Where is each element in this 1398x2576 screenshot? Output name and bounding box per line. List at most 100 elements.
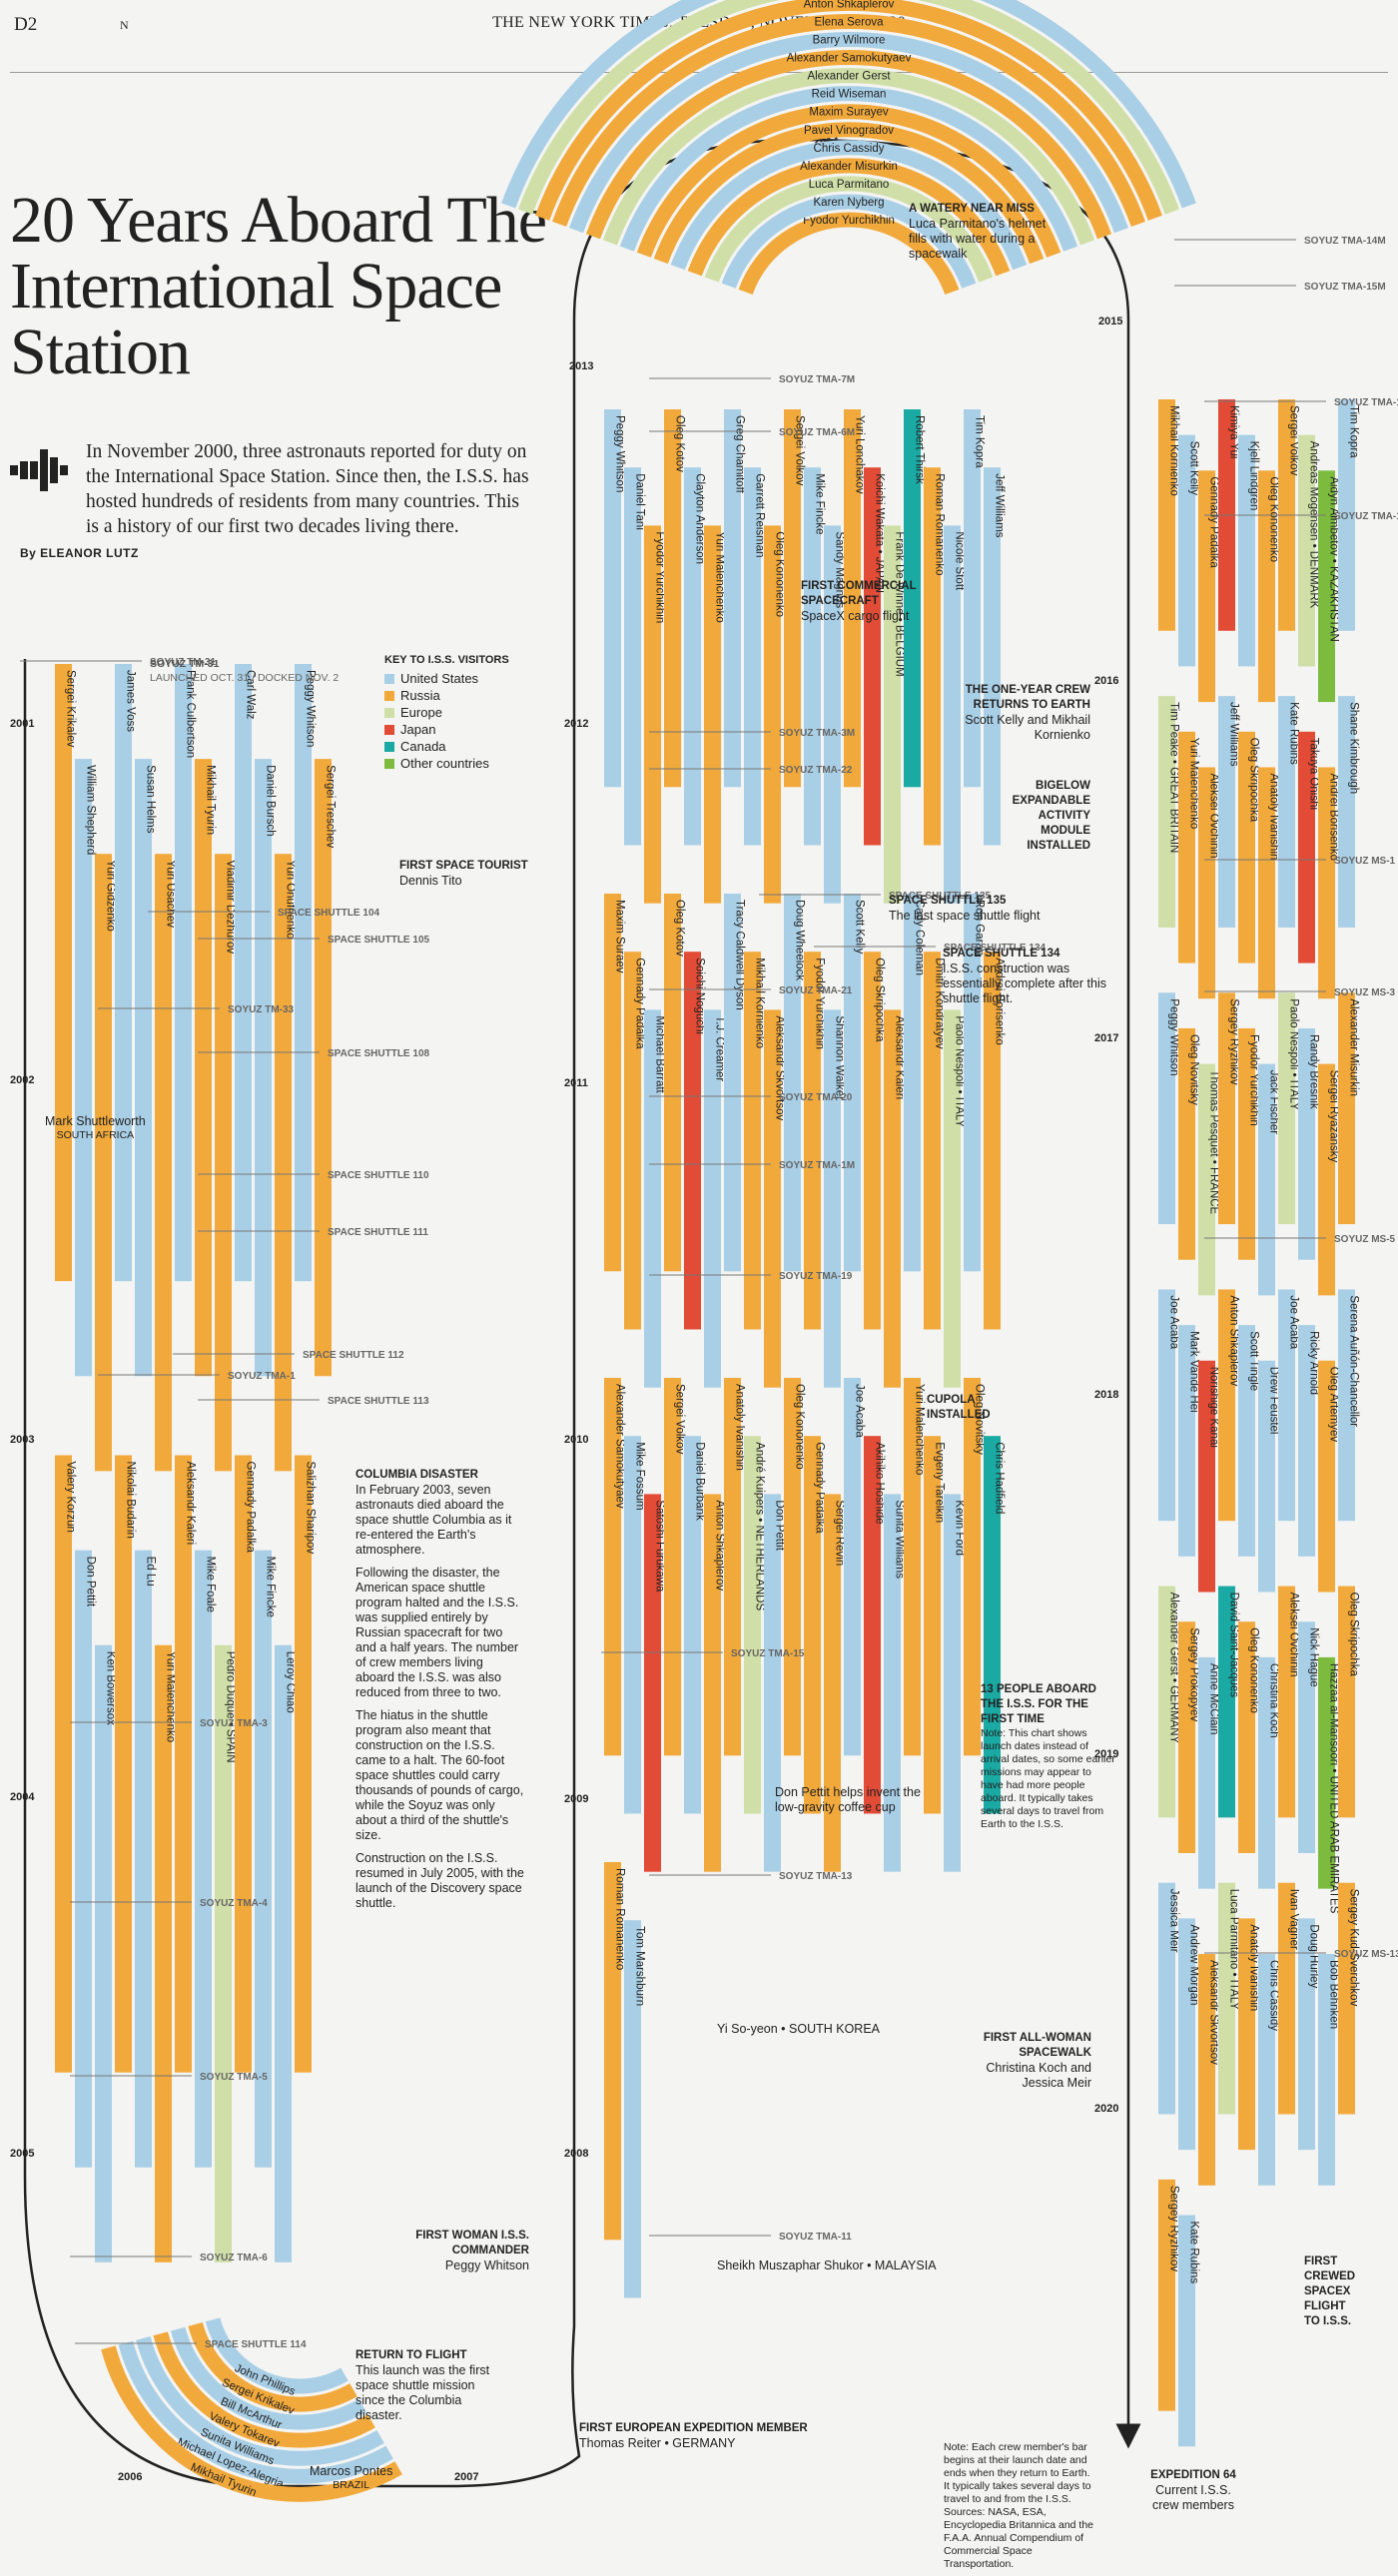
flight-label: SOYUZ TMA-1M	[779, 1160, 855, 1171]
flight-label: SOYUZ TMA-13	[779, 1871, 853, 1882]
crew-name: Mikhail Kornienko	[1168, 405, 1180, 496]
ann-pettit: Don Pettit helps invent the low-gravity …	[775, 1785, 921, 1814]
crew-name: Mike Fincke	[814, 473, 826, 534]
crew-bar	[764, 1009, 781, 1388]
crew-name: Karen Nyberg	[814, 197, 885, 209]
flight-label: SPACE SHUTTLE 111	[328, 1227, 428, 1238]
crew-name: Sergei Volkov	[794, 415, 806, 486]
crew-bar	[1278, 1586, 1295, 1818]
crew-name: James Voss	[125, 670, 137, 732]
flight-label: SOYUZ MS-13	[1334, 1949, 1398, 1960]
ann-columbia-p1: In February 2003, seven astronauts died …	[355, 1483, 512, 1557]
ann-first-european-title: FIRST EUROPEAN EXPEDITION MEMBER	[579, 2422, 808, 2434]
crew-bar	[636, 104, 1061, 258]
year-label: 2009	[564, 1793, 588, 1805]
crew-bar	[295, 664, 312, 1282]
crew-bar	[744, 1436, 761, 1814]
crew-name: Maxim Suraev	[614, 900, 626, 973]
crew-bar	[1298, 1621, 1315, 1853]
crew-name: Oleg Kononenko	[794, 1384, 806, 1470]
crew-name: Jack Fischer	[1268, 1070, 1280, 1135]
ann-sts134-title: SPACE SHUTTLE 134	[943, 948, 1060, 960]
crew-name: Mark Vande Hei	[1188, 1331, 1200, 1413]
crew-bar	[1238, 1918, 1255, 2151]
crew-name: Oleg Kotov	[674, 900, 686, 957]
crew-bar	[744, 467, 761, 846]
crew-bar	[604, 894, 621, 1272]
flight-label: SOYUZ TMA-11	[779, 2232, 852, 2243]
crew-name: Chris Hadfield	[994, 1442, 1006, 1514]
ann-sts135-title: SPACE SHUTTLE 135	[889, 895, 1007, 907]
crew-bar	[1158, 1882, 1175, 2115]
crew-bar	[844, 894, 861, 1272]
year-label: 2020	[1094, 2103, 1118, 2115]
ann-yi: Yi So-yeon • SOUTH KOREA	[717, 2022, 880, 2036]
ann-first-woman: FIRST WOMAN I.S.S. COMMANDER Peggy Whits…	[399, 2229, 529, 2273]
crew-bar	[864, 952, 881, 1330]
crew-bar	[744, 952, 761, 1330]
crew-name: Scott Kelly	[1188, 441, 1200, 496]
crew-bar	[175, 664, 192, 1282]
crew-bar	[1178, 1027, 1195, 1260]
crew-name: Sergey Ryzhikov	[1168, 2186, 1180, 2272]
flight-labels: SOYUZ TM-31 SPACE SHUTTLE 104 SPACE SHUTTL…	[20, 236, 1398, 2350]
crew-name: Andrei Borisenko	[1328, 773, 1340, 861]
crew-bar	[295, 1455, 312, 2073]
crew-name: Oleg Kononenko	[774, 531, 786, 617]
year-label: 2018	[1094, 1389, 1118, 1401]
crew-name: Drew Feustel	[1268, 1367, 1280, 1435]
crew-name: Maxim Surayev	[809, 107, 888, 119]
crew-bar	[653, 122, 1045, 265]
ann-launched: LAUNCHED OCT. 31 / DOCKED NOV. 2	[150, 672, 340, 684]
crew-bar	[704, 1494, 721, 1872]
legend-label: Other countries	[400, 756, 489, 771]
crew-name: Jessica Meir	[1168, 1889, 1180, 1953]
crew-bar	[115, 1455, 132, 2073]
legend-item-canada: Canada	[384, 738, 509, 755]
ann-sts134: SPACE SHUTTLE 134 I.S.S. construction wa…	[943, 947, 1117, 1006]
ann-cupola-title: CUPOLA INSTALLED	[927, 1394, 991, 1421]
year-label: 2015	[1098, 316, 1122, 327]
crew-bar	[944, 1009, 961, 1388]
legend-swatch	[384, 758, 394, 769]
crew-name: Fyodor Yurchikhin	[803, 215, 895, 227]
crew-name: Aleksandr Kaleri	[894, 1015, 906, 1099]
crew-bar	[1278, 1289, 1295, 1522]
crew-bar	[1158, 992, 1175, 1225]
crew-name: Yuri Malenchenko	[165, 1651, 177, 1742]
crew-name: Greg Chamitoff	[734, 415, 746, 494]
crew-name: Elena Serova	[814, 16, 884, 28]
crew-name: Roman Romanenko	[614, 1868, 626, 1970]
ann-sts134-body: I.S.S. construction was essentially comp…	[943, 962, 1106, 1005]
crew-bar	[1178, 1621, 1195, 1853]
crew-name: Yuri Malenchenko	[714, 531, 726, 622]
ann-shuttleworth: Mark Shuttleworth SOUTH AFRICA	[45, 1114, 146, 1142]
crew-name: Tracy Caldwell Dyson	[734, 900, 746, 1010]
intro: In November 2000, three astronauts repor…	[10, 439, 529, 566]
crew-bar	[188, 2321, 357, 2412]
crew-name: Sergei Ryazansky	[1328, 1070, 1340, 1163]
crew-bar	[518, 0, 1179, 215]
crew-bar	[552, 13, 1145, 228]
year-label: 2007	[454, 2471, 478, 2483]
flight-label: SOYUZ TMA-21	[779, 985, 853, 996]
crew-bar	[95, 1644, 112, 2262]
arrow-icon	[10, 449, 68, 491]
ann-sts135: SPACE SHUTTLE 135 The last space shuttle…	[889, 894, 1088, 924]
crew-bar	[724, 894, 741, 1272]
legend: KEY TO I.S.S. VISITORS United States Rus…	[384, 654, 509, 772]
crew-name: Serena Auñón-Chancellor	[1348, 1295, 1360, 1427]
crew-name: Daniel Tani	[634, 473, 646, 530]
headline: 20 Years Aboard The International Space …	[10, 184, 547, 388]
crew-bar	[687, 158, 1011, 277]
crew-bar	[1218, 992, 1235, 1225]
ann-commercial: FIRST COMMERCIAL SPACECRAFT SpaceX cargo…	[801, 579, 951, 624]
flight-label: SOYUZ TMA-16M	[1334, 397, 1398, 408]
ann-expedition-64: EXPEDITION 64 Current I.S.S. crew member…	[1143, 2468, 1243, 2513]
legend-swatch	[384, 724, 394, 735]
ann-watery-body: Luca Parmitano's helmet fills with water…	[909, 217, 1047, 261]
crew-bar	[136, 2336, 384, 2466]
flight-label: SOYUZ TMA-3	[200, 1718, 268, 1729]
crew-bar	[1338, 399, 1355, 631]
crew-name: Anatoly Ivanishin	[1268, 773, 1280, 860]
